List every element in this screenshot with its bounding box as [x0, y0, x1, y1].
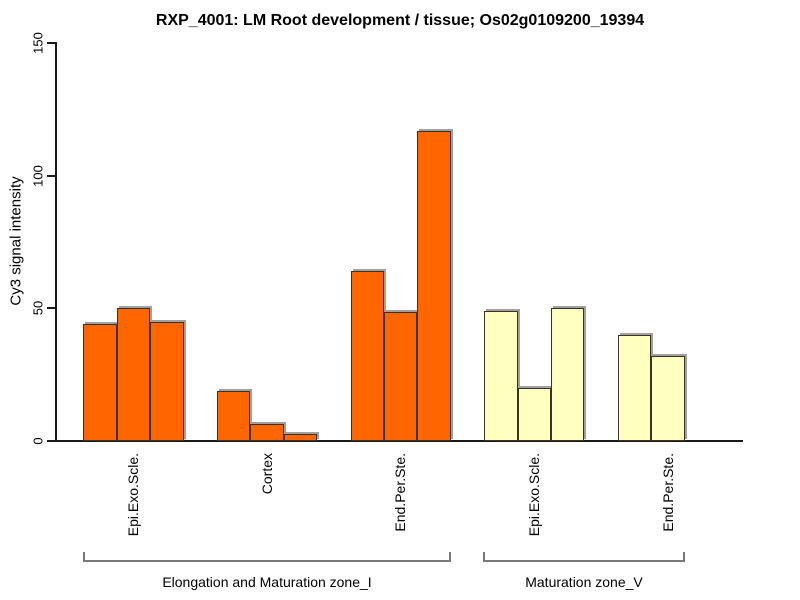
bar-cortex-3 [283, 434, 318, 441]
bar-epiexoscle-1 [484, 311, 518, 441]
bar-endperste-2 [651, 356, 685, 441]
x-label-end-per-ste-1: End.Per.Ste. [392, 453, 408, 532]
chart-title: RXP_4001: LM Root development / tissue; … [155, 12, 645, 29]
bar-epiexoscle-3 [551, 308, 585, 441]
y-axis-title: Cy3 signal intensity [7, 176, 25, 306]
bar-epiexoscle-1 [83, 324, 117, 441]
bar-cortex-1 [217, 390, 251, 441]
y-tick-label-0: 0 [30, 437, 46, 445]
x-axis-line [48, 440, 743, 442]
y-tick-150 [47, 42, 56, 44]
x-label-epi-exo-scle-1: Epi.Exo.Scle. [125, 453, 141, 537]
bar-endperste-1 [617, 334, 652, 441]
y-axis-line [55, 42, 57, 442]
y-tick-label-150: 150 [30, 32, 46, 54]
x-label-epi-exo-scle-2: Epi.Exo.Scle. [526, 453, 542, 537]
y-tick-label-50: 50 [30, 300, 46, 316]
bar-epiexoscle-2 [116, 308, 151, 441]
bar-cortex-2 [250, 423, 284, 441]
section-label-zone-i: Elongation and Maturation zone_I [162, 574, 372, 590]
y-tick-label-100: 100 [30, 165, 46, 187]
x-label-end-per-ste-2: End.Per.Ste. [660, 453, 676, 532]
section-bracket-zone-i [83, 552, 451, 562]
bar-epiexoscle-2 [517, 387, 551, 441]
y-tick-100 [47, 175, 56, 177]
x-label-cortex: Cortex [259, 453, 275, 495]
bar-endperste-1 [350, 271, 384, 441]
section-bracket-zone-v [483, 552, 685, 562]
bar-endperste-2 [384, 312, 418, 441]
bar-endperste-3 [417, 130, 451, 441]
section-label-zone-v: Maturation zone_V [525, 574, 643, 590]
bar-epiexoscle-3 [150, 321, 184, 441]
y-tick-50 [47, 307, 56, 309]
